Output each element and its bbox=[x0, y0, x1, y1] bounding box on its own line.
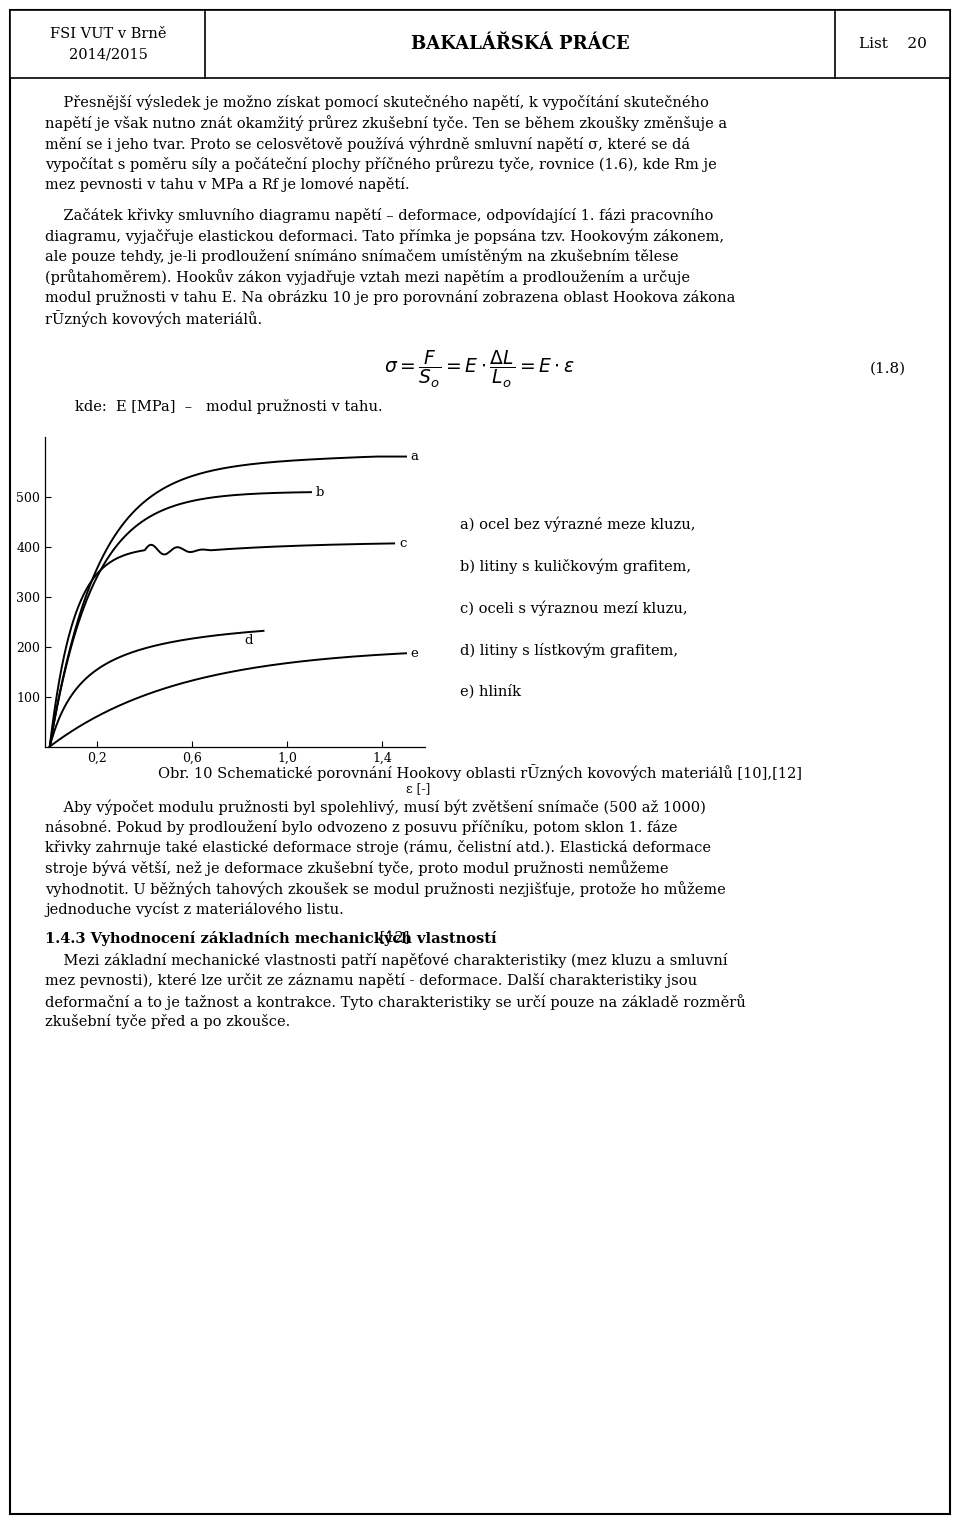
Text: modul pružnosti v tahu E. Na obrázku 10 je pro porovnání zobrazena oblast Hookov: modul pružnosti v tahu E. Na obrázku 10 … bbox=[45, 290, 735, 305]
Text: mez pevnosti), které lze určit ze záznamu napětí - deformace. Další charakterist: mez pevnosti), které lze určit ze záznam… bbox=[45, 974, 697, 988]
Text: d) litiny s lístkovým grafitem,: d) litiny s lístkovým grafitem, bbox=[460, 643, 678, 657]
Text: deformační a to je tažnost a kontrakce. Tyto charakteristiky se určí pouze na zá: deformační a to je tažnost a kontrakce. … bbox=[45, 994, 746, 1009]
Text: 1.4.3 Vyhodnocení základních mechanických vlastností: 1.4.3 Vyhodnocení základních mechanickýc… bbox=[45, 930, 496, 946]
Bar bbox=[10, 11, 950, 78]
Text: [12]: [12] bbox=[375, 930, 410, 945]
Text: FSI VUT v Brně: FSI VUT v Brně bbox=[50, 27, 166, 41]
Text: vypočítat s poměru síly a počáteční plochy příčného průrezu tyče, rovnice (1.6),: vypočítat s poměru síly a počáteční ploc… bbox=[45, 157, 717, 172]
Text: zkušební tyče před a po zkoušce.: zkušební tyče před a po zkoušce. bbox=[45, 1015, 290, 1029]
Text: b) litiny s kuličkovým grafitem,: b) litiny s kuličkovým grafitem, bbox=[460, 559, 691, 575]
Text: e) hliník: e) hliník bbox=[460, 684, 521, 700]
Text: násobné. Pokud by prodloužení bylo odvozeno z posuvu příčníku, potom sklon 1. fá: násobné. Pokud by prodloužení bylo odvoz… bbox=[45, 820, 678, 835]
Text: Mezi základní mechanické vlastnosti patří napěťové charakteristiky (mez kluzu a : Mezi základní mechanické vlastnosti patř… bbox=[45, 952, 728, 968]
Text: ale pouze tehdy, je-li prodloužení snímáno snímačem umístěným na zkušebním těles: ale pouze tehdy, je-li prodloužení snímá… bbox=[45, 248, 679, 264]
Text: Začátek křivky smluvního diagramu napětí – deformace, odpovídající 1. fázi praco: Začátek křivky smluvního diagramu napětí… bbox=[45, 207, 713, 223]
Text: c) oceli s výraznou mezí kluzu,: c) oceli s výraznou mezí kluzu, bbox=[460, 600, 687, 616]
Text: (průtahoměrem). Hookův zákon vyjadřuje vztah mezi napětím a prodloužením a určuj: (průtahoměrem). Hookův zákon vyjadřuje v… bbox=[45, 270, 690, 285]
Text: (1.8): (1.8) bbox=[870, 363, 906, 376]
Text: kde:  E [MPa]  –   modul pružnosti v tahu.: kde: E [MPa] – modul pružnosti v tahu. bbox=[75, 399, 383, 415]
Text: jednoduche vycíst z materiálového listu.: jednoduche vycíst z materiálového listu. bbox=[45, 902, 344, 916]
Text: vyhodnotit. U běžných tahových zkoušek se modul pružnosti nezjišťuje, protože ho: vyhodnotit. U běžných tahových zkoušek s… bbox=[45, 881, 726, 898]
Text: křivky zahrnuje také elastické deformace stroje (rámu, čelistní atd.). Elastická: křivky zahrnuje také elastické deformace… bbox=[45, 840, 711, 855]
Text: rŪzných kovových materiálů.: rŪzných kovových materiálů. bbox=[45, 311, 262, 328]
Text: Obr. 10 Schematické porovnání Hookovy oblasti rŪzných kovových materiálů [10],[1: Obr. 10 Schematické porovnání Hookovy ob… bbox=[158, 765, 802, 782]
Text: ε [-]: ε [-] bbox=[406, 782, 430, 796]
Text: c: c bbox=[398, 536, 406, 550]
Text: mění se i jeho tvar. Proto se celosvětově používá výhrdně smluvní napětí σ, kter: mění se i jeho tvar. Proto se celosvětov… bbox=[45, 136, 690, 151]
Text: diagramu, vyjačřuje elastickou deformaci. Tato přímka je popsána tzv. Hookovým z: diagramu, vyjačřuje elastickou deformaci… bbox=[45, 229, 724, 244]
Text: a) ocel bez výrazné meze kluzu,: a) ocel bez výrazné meze kluzu, bbox=[460, 517, 695, 532]
Text: BAKALÁŘSKÁ PRÁCE: BAKALÁŘSKÁ PRÁCE bbox=[411, 35, 630, 53]
Text: stroje bývá větší, než je deformace zkušební tyče, proto modul pružnosti nemůžem: stroje bývá větší, než je deformace zkuš… bbox=[45, 861, 668, 876]
Text: e: e bbox=[411, 646, 419, 660]
Text: Aby výpočet modulu pružnosti byl spolehlivý, musí být zvětšení snímače (500 až : Aby výpočet modulu pružnosti byl spolehl… bbox=[45, 799, 706, 814]
Text: d: d bbox=[245, 634, 253, 648]
Text: mez pevnosti v tahu v MPa a Rf je lomové napětí.: mez pevnosti v tahu v MPa a Rf je lomové… bbox=[45, 177, 410, 192]
Text: $\sigma = \dfrac{F}{S_o} = E \cdot \dfrac{\Delta L}{L_o} = E \cdot \varepsilon$: $\sigma = \dfrac{F}{S_o} = E \cdot \dfra… bbox=[384, 349, 576, 390]
Text: 2014/2015: 2014/2015 bbox=[68, 47, 148, 61]
Text: a: a bbox=[411, 450, 419, 463]
Text: Přesnější výsledek je možno získat pomocí skutečného napětí, k vypočítání skuteč: Přesnější výsledek je možno získat pomoc… bbox=[45, 94, 708, 111]
Text: b: b bbox=[316, 486, 324, 498]
Text: napětí je však nutno znát okamžitý průrez zkušební tyče. Ten se během zkoušky zm: napětí je však nutno znát okamžitý průre… bbox=[45, 116, 727, 131]
Text: List    20: List 20 bbox=[858, 37, 926, 50]
